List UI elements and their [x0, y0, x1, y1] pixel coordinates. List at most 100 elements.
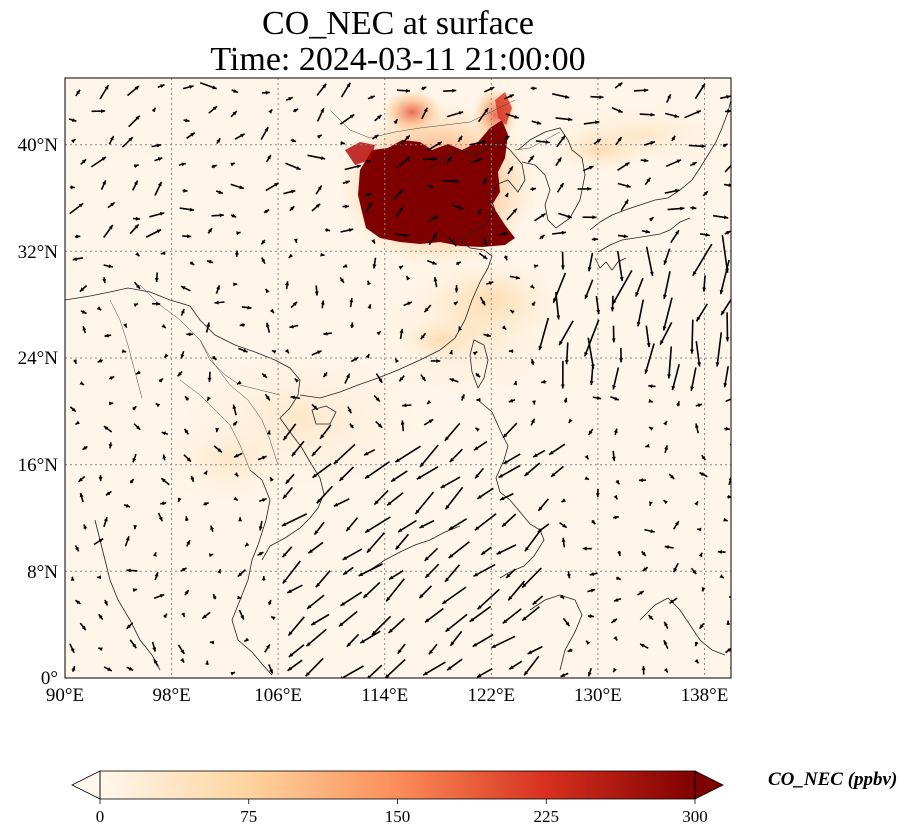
wind-arrow: [662, 297, 673, 331]
wind-arrow: [445, 613, 468, 633]
wind-arrow-head: [265, 322, 270, 328]
wind-arrow-head: [618, 82, 623, 87]
wind-arrow-head: [151, 107, 156, 113]
wind-arrow-head: [437, 141, 442, 146]
colorbar-tick-label: 300: [682, 807, 708, 826]
wind-arrow-head: [701, 587, 706, 592]
wind-arrow-head: [433, 277, 438, 282]
wind-arrow-head: [428, 650, 433, 655]
wind-arrow-head: [216, 138, 221, 143]
wind-arrow-head: [660, 340, 664, 345]
wind-arrow-head: [162, 454, 167, 459]
wind-arrow-head: [160, 251, 166, 255]
wind-arrow-head: [185, 118, 190, 123]
wind-arrow-head: [566, 573, 571, 579]
wind-arrow-head: [399, 189, 404, 194]
wind-arrow-head: [449, 457, 454, 463]
wind-arrow-head: [282, 579, 287, 584]
wind-arrow: [498, 464, 521, 479]
wind-arrow-head: [663, 500, 668, 505]
wind-arrow-head: [96, 575, 101, 580]
wind-arrow-head: [593, 237, 598, 242]
wind-arrow-head: [160, 501, 165, 506]
wind-arrow-head: [240, 133, 245, 138]
wind-arrow-head: [649, 217, 654, 222]
wind-arrow-head: [694, 641, 699, 647]
wind-arrow-head: [514, 114, 519, 119]
wind-arrow-head: [531, 301, 536, 307]
wind-arrow-head: [458, 135, 463, 141]
wind-arrow-head: [209, 640, 215, 645]
wind-arrow: [385, 578, 405, 602]
wind-arrow-head: [586, 640, 591, 645]
wind-arrow-head: [614, 396, 619, 401]
wind-arrow-head: [266, 644, 270, 649]
wind-arrow-head: [70, 648, 75, 653]
wind-arrow-head: [154, 278, 159, 283]
wind-arrow-head: [509, 665, 514, 670]
wind-arrow-head: [491, 644, 496, 648]
wind-arrow-head: [613, 428, 618, 433]
wind-arrow-head: [218, 190, 223, 194]
wind-arrow-head: [346, 526, 351, 532]
wind-arrow-head: [395, 358, 399, 363]
wind-arrow: [305, 657, 324, 677]
wind-arrow-head: [669, 599, 674, 604]
wind-arrow-head: [596, 396, 602, 400]
wind-arrow-head: [163, 613, 167, 619]
wind-arrow-head: [483, 241, 488, 246]
wind-arrow-head: [78, 477, 83, 482]
wind-arrow: [282, 560, 301, 584]
wind-arrow-head: [449, 238, 454, 243]
wind-arrow-head: [79, 381, 84, 385]
wind-arrow-head: [374, 500, 379, 505]
wind-arrow-head: [419, 524, 424, 528]
wind-arrow-head: [312, 473, 317, 478]
wind-arrow-head: [274, 182, 279, 187]
wind-arrow-head: [445, 627, 450, 632]
wind-arrow-head: [406, 156, 411, 161]
wind-arrow: [422, 661, 446, 676]
wind-arrow-head: [215, 427, 220, 433]
wind-arrow-head: [614, 515, 619, 520]
wind-arrow-head: [692, 271, 697, 276]
lon-tick-label: 90°E: [46, 685, 84, 706]
wind-arrow-head: [244, 542, 250, 547]
wind-arrow-head: [190, 132, 195, 137]
wind-arrow-head: [236, 231, 241, 236]
wind-arrow-head: [348, 228, 354, 232]
wind-arrow: [358, 563, 383, 577]
wind-arrow-head: [723, 517, 728, 522]
wind-arrow-head: [699, 624, 704, 629]
wind-arrow-head: [316, 499, 321, 504]
colorbar-tick-label: 225: [534, 807, 560, 826]
wind-arrow-head: [452, 88, 457, 93]
wind-arrow-head: [723, 143, 728, 148]
wind-arrow-head: [161, 323, 166, 328]
wind-arrow-head: [506, 573, 511, 578]
wind-arrow-head: [125, 536, 130, 541]
wind-arrow-head: [293, 238, 298, 243]
wind-arrow-head: [529, 284, 535, 289]
wind-arrow-head: [725, 426, 730, 431]
wind-arrow-head: [445, 505, 450, 510]
wind-arrow: [558, 320, 574, 346]
wind-arrow-head: [210, 525, 214, 530]
wind-arrow: [659, 322, 673, 346]
wind-arrow-head: [212, 355, 217, 360]
wind-arrow-head: [675, 230, 679, 235]
wind-arrow-head: [287, 666, 292, 671]
wind-arrow-head: [501, 325, 507, 330]
wind-arrow-head: [702, 287, 707, 292]
wind-arrow-head: [343, 263, 348, 268]
wind-arrow-head: [339, 476, 344, 481]
wind-arrow-head: [449, 350, 453, 355]
wind-arrow-head: [717, 550, 722, 554]
wind-arrow-head: [541, 379, 546, 384]
wind-arrow-head: [587, 267, 592, 272]
wind-arrow-head: [496, 550, 502, 555]
wind-arrow-head: [584, 294, 589, 299]
wind-arrow-head: [75, 600, 80, 605]
wind-arrow-head: [372, 264, 377, 269]
